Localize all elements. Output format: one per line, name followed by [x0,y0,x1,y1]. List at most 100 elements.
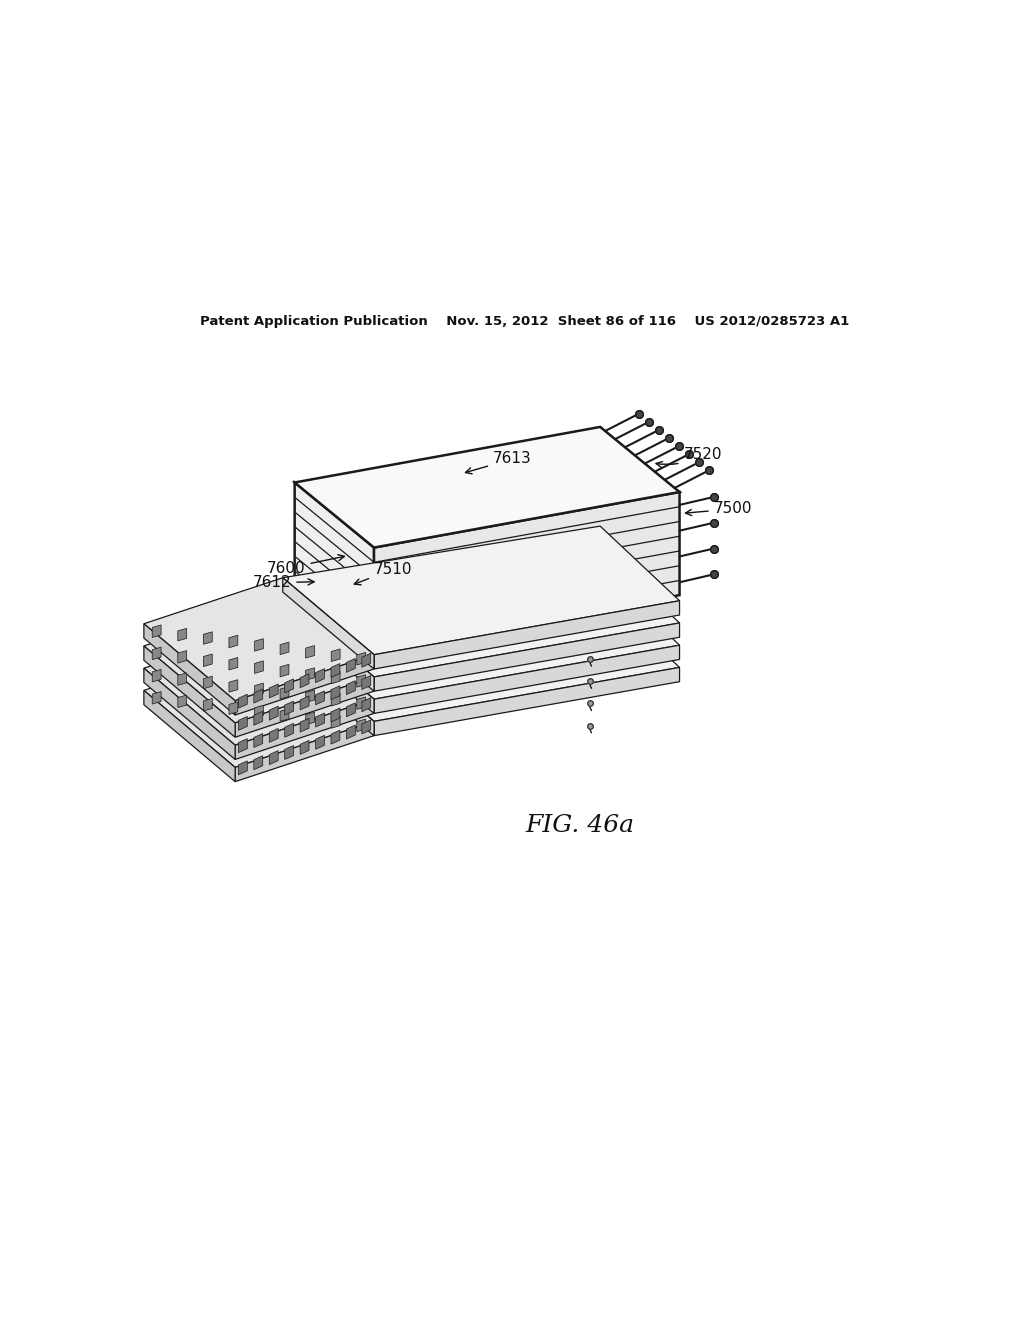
Polygon shape [283,548,680,677]
Polygon shape [283,527,680,655]
Polygon shape [331,715,340,729]
Polygon shape [178,628,186,642]
Polygon shape [236,655,374,715]
Polygon shape [305,713,314,725]
Polygon shape [295,483,374,651]
Polygon shape [236,700,374,759]
Polygon shape [315,690,325,705]
Polygon shape [315,735,325,750]
Polygon shape [374,601,680,669]
Polygon shape [269,684,279,698]
Polygon shape [285,678,294,693]
Polygon shape [239,760,247,775]
Polygon shape [269,729,279,742]
Polygon shape [255,639,263,651]
Polygon shape [269,706,279,721]
Polygon shape [229,657,238,671]
Polygon shape [331,664,340,677]
Polygon shape [374,623,680,692]
Polygon shape [204,676,212,689]
Polygon shape [229,635,238,648]
Text: 7510: 7510 [354,562,413,585]
Text: 7500: 7500 [685,502,753,516]
Polygon shape [331,685,340,700]
Polygon shape [153,647,161,660]
Polygon shape [254,756,263,770]
Polygon shape [361,698,371,711]
Polygon shape [331,693,340,706]
Polygon shape [236,721,374,781]
Polygon shape [346,681,355,694]
Polygon shape [283,644,374,735]
Polygon shape [346,659,355,672]
Text: 7520: 7520 [656,446,722,467]
Polygon shape [254,734,263,747]
Polygon shape [229,702,238,714]
Polygon shape [346,702,355,717]
Polygon shape [143,578,374,701]
Polygon shape [346,725,355,739]
Polygon shape [255,684,263,696]
Polygon shape [281,686,289,700]
Text: FIG. 46a: FIG. 46a [526,814,635,837]
Polygon shape [361,719,371,734]
Polygon shape [254,711,263,725]
Polygon shape [356,697,366,709]
Polygon shape [361,676,371,689]
Polygon shape [356,675,366,688]
Polygon shape [283,599,374,692]
Polygon shape [374,668,680,735]
Polygon shape [374,492,680,651]
Text: 7600: 7600 [267,554,344,576]
Polygon shape [143,624,236,715]
Polygon shape [361,653,371,667]
Polygon shape [204,653,212,667]
Polygon shape [229,680,238,692]
Polygon shape [305,690,314,702]
Polygon shape [239,717,247,730]
Polygon shape [283,570,680,700]
Polygon shape [356,719,366,731]
Polygon shape [285,746,294,759]
Polygon shape [239,739,247,752]
Polygon shape [356,652,366,665]
Polygon shape [285,701,294,715]
Polygon shape [285,723,294,738]
Text: 7612: 7612 [253,576,314,590]
Polygon shape [178,651,186,663]
Polygon shape [331,730,340,744]
Text: Patent Application Publication    Nov. 15, 2012  Sheet 86 of 116    US 2012/0285: Patent Application Publication Nov. 15, … [200,315,850,327]
Polygon shape [143,668,236,759]
Polygon shape [143,645,236,738]
Polygon shape [305,645,314,659]
Polygon shape [331,671,340,684]
Polygon shape [305,668,314,680]
Polygon shape [283,578,374,669]
Polygon shape [331,708,340,722]
Polygon shape [153,669,161,682]
Polygon shape [236,677,374,738]
Polygon shape [255,705,263,718]
Text: 7613: 7613 [466,451,531,474]
Polygon shape [300,741,309,754]
Polygon shape [281,664,289,677]
Polygon shape [178,696,186,708]
Polygon shape [281,709,289,721]
Polygon shape [281,642,289,655]
Polygon shape [315,669,325,682]
Polygon shape [315,713,325,727]
Polygon shape [331,649,340,661]
Polygon shape [153,692,161,704]
Polygon shape [204,632,212,644]
Polygon shape [239,694,247,708]
Polygon shape [300,673,309,688]
Polygon shape [204,698,212,711]
Polygon shape [143,622,374,746]
Polygon shape [143,644,374,767]
Polygon shape [255,661,263,673]
Polygon shape [283,622,374,713]
Polygon shape [143,599,374,723]
Polygon shape [283,593,680,721]
Polygon shape [300,718,309,733]
Polygon shape [178,673,186,685]
